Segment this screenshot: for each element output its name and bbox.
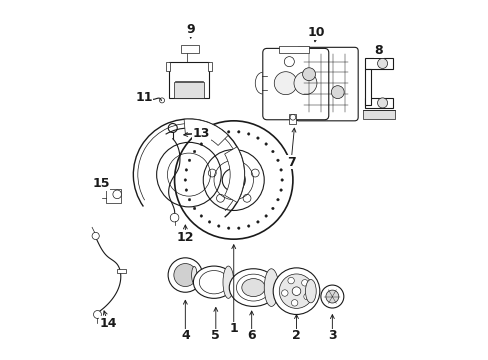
Bar <box>364 98 392 108</box>
Circle shape <box>188 198 190 201</box>
Circle shape <box>280 179 283 181</box>
Circle shape <box>247 225 249 227</box>
Bar <box>169 62 208 98</box>
Circle shape <box>256 137 259 139</box>
Circle shape <box>287 278 294 284</box>
Circle shape <box>185 189 187 191</box>
Circle shape <box>273 268 319 315</box>
Circle shape <box>174 264 196 287</box>
Circle shape <box>291 300 297 306</box>
Circle shape <box>193 207 195 210</box>
Ellipse shape <box>223 266 233 298</box>
Circle shape <box>302 68 315 81</box>
Text: 9: 9 <box>186 23 195 36</box>
Circle shape <box>279 169 282 171</box>
Circle shape <box>289 114 295 120</box>
Circle shape <box>227 227 229 229</box>
Text: 6: 6 <box>247 329 255 342</box>
Circle shape <box>170 213 179 222</box>
Circle shape <box>325 290 338 303</box>
FancyBboxPatch shape <box>295 47 357 121</box>
Text: 14: 14 <box>99 317 117 330</box>
Bar <box>165 62 169 71</box>
Wedge shape <box>183 119 228 145</box>
Circle shape <box>208 221 210 223</box>
Circle shape <box>276 159 279 162</box>
Circle shape <box>330 86 344 99</box>
Bar <box>278 45 308 53</box>
Bar <box>174 82 203 98</box>
Circle shape <box>292 287 300 296</box>
Ellipse shape <box>191 266 197 284</box>
Ellipse shape <box>305 279 316 303</box>
Circle shape <box>377 58 387 68</box>
Ellipse shape <box>229 269 277 306</box>
Circle shape <box>200 215 202 217</box>
Text: 10: 10 <box>307 27 325 40</box>
Ellipse shape <box>193 266 234 298</box>
Ellipse shape <box>241 279 264 297</box>
Circle shape <box>93 311 101 319</box>
Text: 5: 5 <box>211 329 220 342</box>
FancyBboxPatch shape <box>262 48 328 120</box>
Circle shape <box>183 179 186 181</box>
Circle shape <box>271 150 274 153</box>
Circle shape <box>281 290 287 296</box>
Circle shape <box>293 72 316 95</box>
Circle shape <box>279 189 282 191</box>
Circle shape <box>217 225 220 227</box>
Text: 3: 3 <box>327 329 336 342</box>
Text: 15: 15 <box>92 177 110 190</box>
Circle shape <box>256 221 259 223</box>
Circle shape <box>237 131 240 133</box>
Circle shape <box>284 57 294 67</box>
Circle shape <box>237 227 240 229</box>
Circle shape <box>279 274 313 309</box>
Circle shape <box>271 207 274 210</box>
Circle shape <box>301 280 307 286</box>
Circle shape <box>377 98 387 108</box>
Circle shape <box>264 143 267 145</box>
Text: 11: 11 <box>135 91 153 104</box>
Bar <box>117 269 126 273</box>
Circle shape <box>320 285 343 308</box>
Circle shape <box>247 133 249 135</box>
Circle shape <box>274 72 297 95</box>
Text: 12: 12 <box>176 231 194 244</box>
Circle shape <box>185 169 187 171</box>
Circle shape <box>303 293 309 300</box>
Circle shape <box>217 133 220 135</box>
Ellipse shape <box>264 269 278 306</box>
Text: 8: 8 <box>374 44 383 57</box>
Circle shape <box>227 131 229 133</box>
Circle shape <box>188 159 190 162</box>
Circle shape <box>200 143 202 145</box>
Circle shape <box>276 198 279 201</box>
Bar <box>289 114 296 125</box>
Circle shape <box>193 150 195 153</box>
Circle shape <box>168 258 202 292</box>
Text: 4: 4 <box>181 329 189 342</box>
Text: 7: 7 <box>286 156 295 168</box>
Circle shape <box>264 215 267 217</box>
Bar <box>181 45 199 53</box>
Wedge shape <box>224 147 244 202</box>
Bar <box>364 58 392 69</box>
Bar <box>207 62 212 71</box>
Bar <box>364 69 370 105</box>
Circle shape <box>208 137 210 139</box>
Text: 1: 1 <box>229 322 238 335</box>
Text: 13: 13 <box>192 127 210 140</box>
Bar <box>106 189 121 203</box>
Circle shape <box>113 190 121 199</box>
Text: 2: 2 <box>291 329 300 342</box>
Circle shape <box>92 232 99 239</box>
Bar <box>362 110 394 119</box>
